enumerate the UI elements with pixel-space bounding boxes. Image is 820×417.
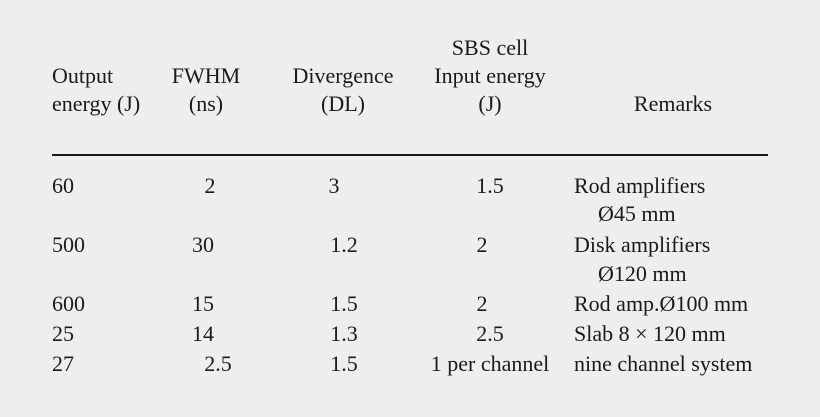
cell-fwhm: 14 [192, 321, 214, 346]
cell-remarks-line2: Ø120 mm [598, 261, 687, 286]
header-divergence-line2: (DL) [321, 91, 365, 116]
cell-fwhm: 2.5 [204, 351, 232, 376]
cell-remarks-line1: Disk amplifiers [574, 232, 711, 257]
cell-remarks-line1: Slab 8 × 120 mm [574, 321, 726, 346]
cell-output: 25 [52, 321, 74, 346]
cell-output: 27 [52, 351, 74, 376]
cell-fwhm: 30 [192, 232, 214, 257]
header-rule [52, 154, 768, 156]
header-remarks: Remarks [633, 91, 713, 116]
cell-divergence: 1.3 [330, 321, 358, 346]
header-sbs-line3: (J) [478, 91, 502, 116]
cell-remarks-line1: nine channel system [574, 351, 753, 376]
cell-divergence: 1.5 [330, 351, 358, 376]
cell-remarks-line1: Rod amp.Ø100 mm [574, 291, 749, 316]
cell-input-energy: 2 [476, 291, 488, 316]
cell-remarks-line1: Rod amplifiers [574, 173, 706, 198]
cell-divergence: 1.2 [330, 232, 358, 257]
cell-remarks-line2: Ø45 mm [598, 201, 676, 226]
cell-input-energy: 2.5 [476, 321, 504, 346]
cell-fwhm: 2 [204, 173, 216, 198]
header-sbs-line2: Input energy [434, 63, 546, 88]
header-output-line1: Output [52, 63, 114, 88]
cell-input-energy: 1.5 [476, 173, 504, 198]
header-fwhm-line2: (ns) [188, 91, 224, 116]
cell-output: 600 [52, 291, 85, 316]
cell-input-energy: 2 [476, 232, 488, 257]
cell-divergence: 1.5 [330, 291, 358, 316]
cell-input-energy: 1 per channel [430, 351, 550, 376]
cell-divergence: 3 [328, 173, 340, 198]
cell-output: 60 [52, 173, 74, 198]
header-divergence-line1: Divergence [292, 63, 394, 88]
header-fwhm-line1: FWHM [171, 63, 241, 88]
cell-fwhm: 15 [192, 291, 214, 316]
cell-output: 500 [52, 232, 85, 257]
header-sbs-line1: SBS cell [451, 35, 529, 60]
header-output-line2: energy (J) [52, 91, 141, 116]
